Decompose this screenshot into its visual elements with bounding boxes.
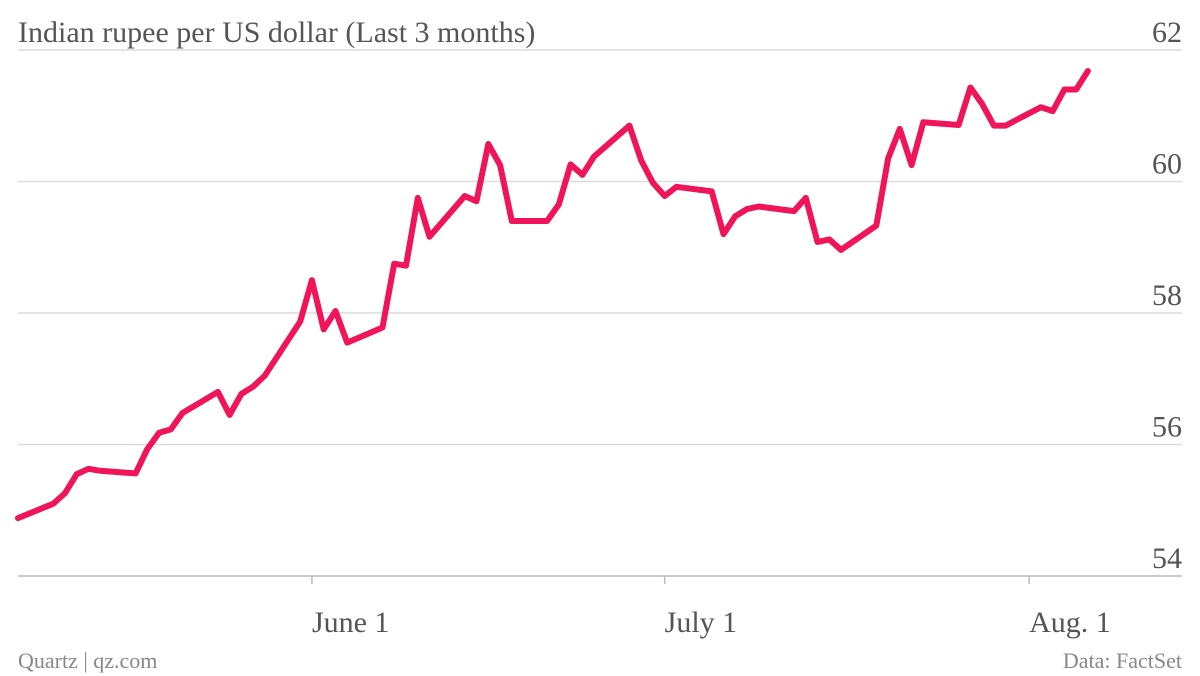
series-line [15,68,1091,522]
footer-source-right: Data: FactSet [1063,648,1182,673]
series-layer [15,68,1091,522]
y-tick-label: 62 [1152,16,1182,49]
x-tick-label: June 1 [312,606,390,639]
y-tick-label: 58 [1152,279,1182,312]
chart-title: Indian rupee per US dollar (Last 3 month… [18,16,535,49]
y-tick-label: 60 [1152,148,1182,181]
y-tick-label: 54 [1152,542,1182,575]
y-tick-label: 56 [1152,411,1182,444]
x-tick-label: July 1 [665,606,738,639]
footer-source-left: Quartz | qz.com [18,648,157,673]
grid-layer [18,49,1182,577]
x-tick-label: Aug. 1 [1029,606,1111,639]
y-tick-labels: 54 56 58 60 62 [1152,16,1182,575]
x-axis: June 1 July 1 Aug. 1 [311,576,1111,639]
